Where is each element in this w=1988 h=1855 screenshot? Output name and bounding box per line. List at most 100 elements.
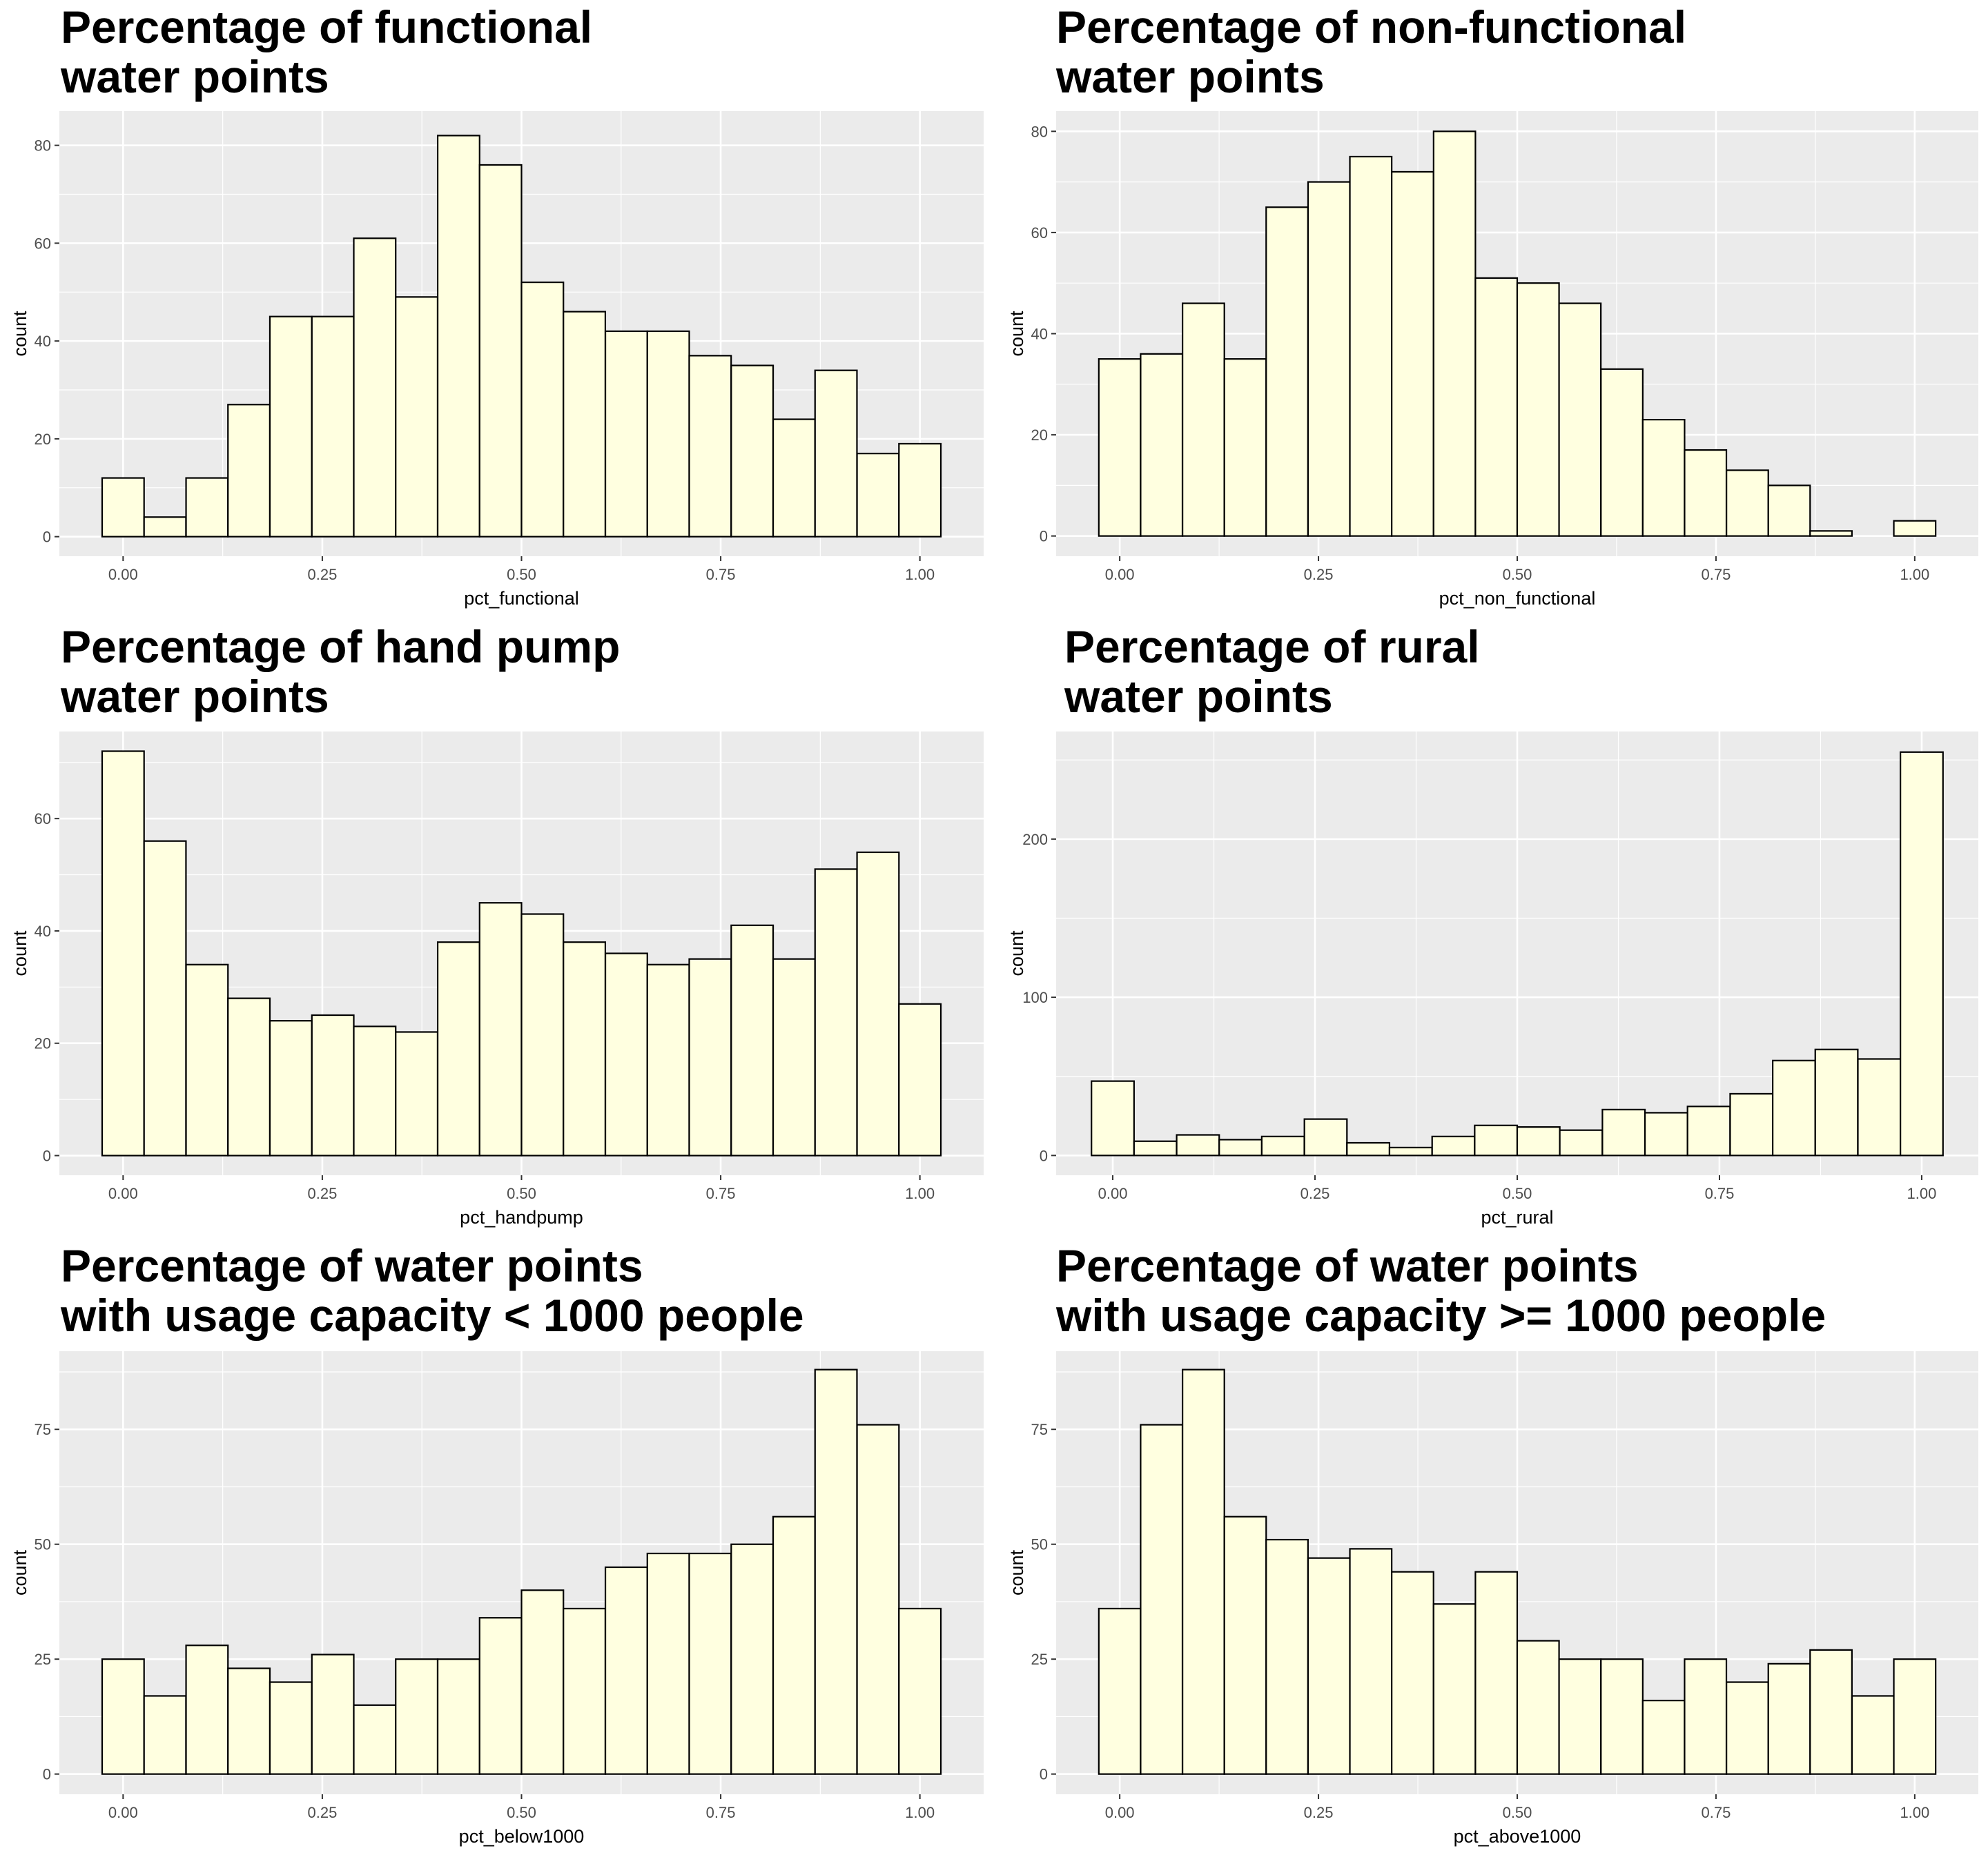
y-axis-label: count: [10, 930, 30, 976]
histogram-bar: [1600, 368, 1644, 537]
histogram-bar: [646, 330, 690, 538]
y-tick-label: 75: [35, 1421, 51, 1438]
y-axis-label: count: [1006, 930, 1027, 976]
histogram-bar: [101, 477, 145, 538]
histogram-bar: [814, 369, 858, 538]
histogram-bar: [1260, 1135, 1305, 1157]
chart-title-line: water points: [1055, 51, 1325, 102]
histogram-bar: [227, 997, 271, 1157]
x-tick-label: 0.75: [1702, 1804, 1731, 1821]
y-tick-label: 0: [43, 529, 51, 546]
histogram-bar: [436, 135, 480, 538]
histogram-bar: [1474, 1571, 1519, 1775]
histogram-bar: [185, 477, 229, 538]
histogram-bar: [1726, 469, 1769, 537]
histogram-bar: [1218, 1139, 1263, 1157]
y-axis-label: count: [1006, 1549, 1027, 1596]
histogram-bar: [563, 941, 607, 1157]
y-tick-label: 20: [35, 431, 51, 448]
x-axis-label: pct_functional: [464, 588, 579, 609]
y-tick-label: 40: [1031, 326, 1048, 343]
x-tick-label: 0.00: [1105, 566, 1135, 583]
x-tick-label: 0.75: [706, 1804, 736, 1821]
histogram-bar: [646, 963, 690, 1157]
histogram-bar: [1091, 1080, 1135, 1157]
histogram-bar: [436, 941, 480, 1157]
histogram-bar: [478, 902, 523, 1157]
histogram-bar: [353, 1025, 397, 1157]
x-tick-label: 0.00: [1105, 1804, 1135, 1821]
x-tick-label: 1.00: [905, 566, 935, 583]
histogram-bar: [898, 1607, 942, 1775]
y-axis-label: count: [10, 311, 30, 357]
histogram-bar: [814, 868, 858, 1157]
histogram-bar: [311, 315, 355, 538]
x-tick-label: 0.50: [1503, 1185, 1532, 1202]
histogram-bar: [1391, 1571, 1434, 1775]
histogram-bar: [1809, 1649, 1853, 1775]
x-tick-label: 1.00: [1907, 1185, 1937, 1202]
x-axis-label: pct_above1000: [1454, 1826, 1581, 1847]
histogram-bar: [143, 1695, 187, 1775]
y-tick-label: 60: [1031, 224, 1048, 242]
histogram-bar: [520, 913, 565, 1157]
histogram-bar: [688, 355, 732, 538]
histogram-bar: [1684, 1658, 1728, 1775]
chart-title-line: Percentage of water points: [1056, 1240, 1639, 1291]
histogram-bar: [353, 237, 397, 538]
x-tick-label: 0.25: [308, 566, 338, 583]
histogram-bar: [1388, 1146, 1433, 1157]
histogram-bar: [898, 442, 942, 538]
x-tick-label: 0.00: [108, 1185, 138, 1202]
histogram-bar: [395, 296, 439, 538]
histogram-bar: [478, 164, 523, 538]
histogram-bar: [1474, 1124, 1519, 1157]
histogram-bar: [269, 1681, 313, 1775]
x-tick-label: 0.50: [1503, 566, 1532, 583]
x-tick-label: 0.25: [308, 1804, 338, 1821]
histogram-bar: [1558, 302, 1602, 537]
histogram-bar: [227, 1667, 271, 1775]
histogram-bar: [1893, 1658, 1937, 1775]
y-tick-label: 40: [35, 923, 51, 940]
histogram-bar: [730, 1543, 774, 1775]
chart-title-line: with usage capacity >= 1000 people: [1055, 1290, 1826, 1341]
histogram-bar: [227, 404, 271, 538]
histogram-bar: [1133, 1140, 1178, 1157]
x-axis-label: pct_below1000: [459, 1826, 585, 1847]
histogram-bar: [1307, 181, 1351, 537]
histogram-bar: [1686, 1106, 1731, 1157]
x-tick-label: 0.50: [507, 1185, 536, 1202]
y-tick-label: 100: [1022, 989, 1048, 1006]
histogram-bar: [1349, 155, 1393, 537]
histogram-bar: [1644, 1112, 1688, 1157]
histogram-bar: [730, 924, 774, 1157]
histogram-bar: [772, 958, 816, 1157]
histogram-bar: [898, 1003, 942, 1157]
y-tick-label: 80: [35, 137, 51, 155]
histogram-bar: [1726, 1681, 1769, 1775]
histogram-bar: [101, 750, 145, 1157]
y-tick-label: 20: [35, 1035, 51, 1052]
histogram-bar: [311, 1653, 355, 1775]
histogram-bar: [1140, 353, 1184, 537]
histogram-bar: [1303, 1118, 1348, 1157]
x-tick-label: 0.50: [507, 566, 536, 583]
histogram-bar: [1516, 1126, 1561, 1157]
histogram-bar: [1431, 1135, 1476, 1157]
y-tick-label: 60: [35, 810, 51, 827]
histogram-bar: [1391, 170, 1434, 537]
x-tick-label: 1.00: [1900, 1804, 1929, 1821]
histogram-bar: [395, 1658, 439, 1775]
histogram-bar: [185, 963, 229, 1157]
histogram-bar: [772, 418, 816, 538]
y-tick-label: 200: [1022, 831, 1048, 848]
histogram-bar: [101, 1658, 145, 1775]
chart-title-line: water points: [60, 671, 329, 722]
histogram-bar: [1140, 1424, 1184, 1775]
histogram-bar: [1851, 1695, 1895, 1775]
histogram-bar: [604, 1566, 648, 1775]
